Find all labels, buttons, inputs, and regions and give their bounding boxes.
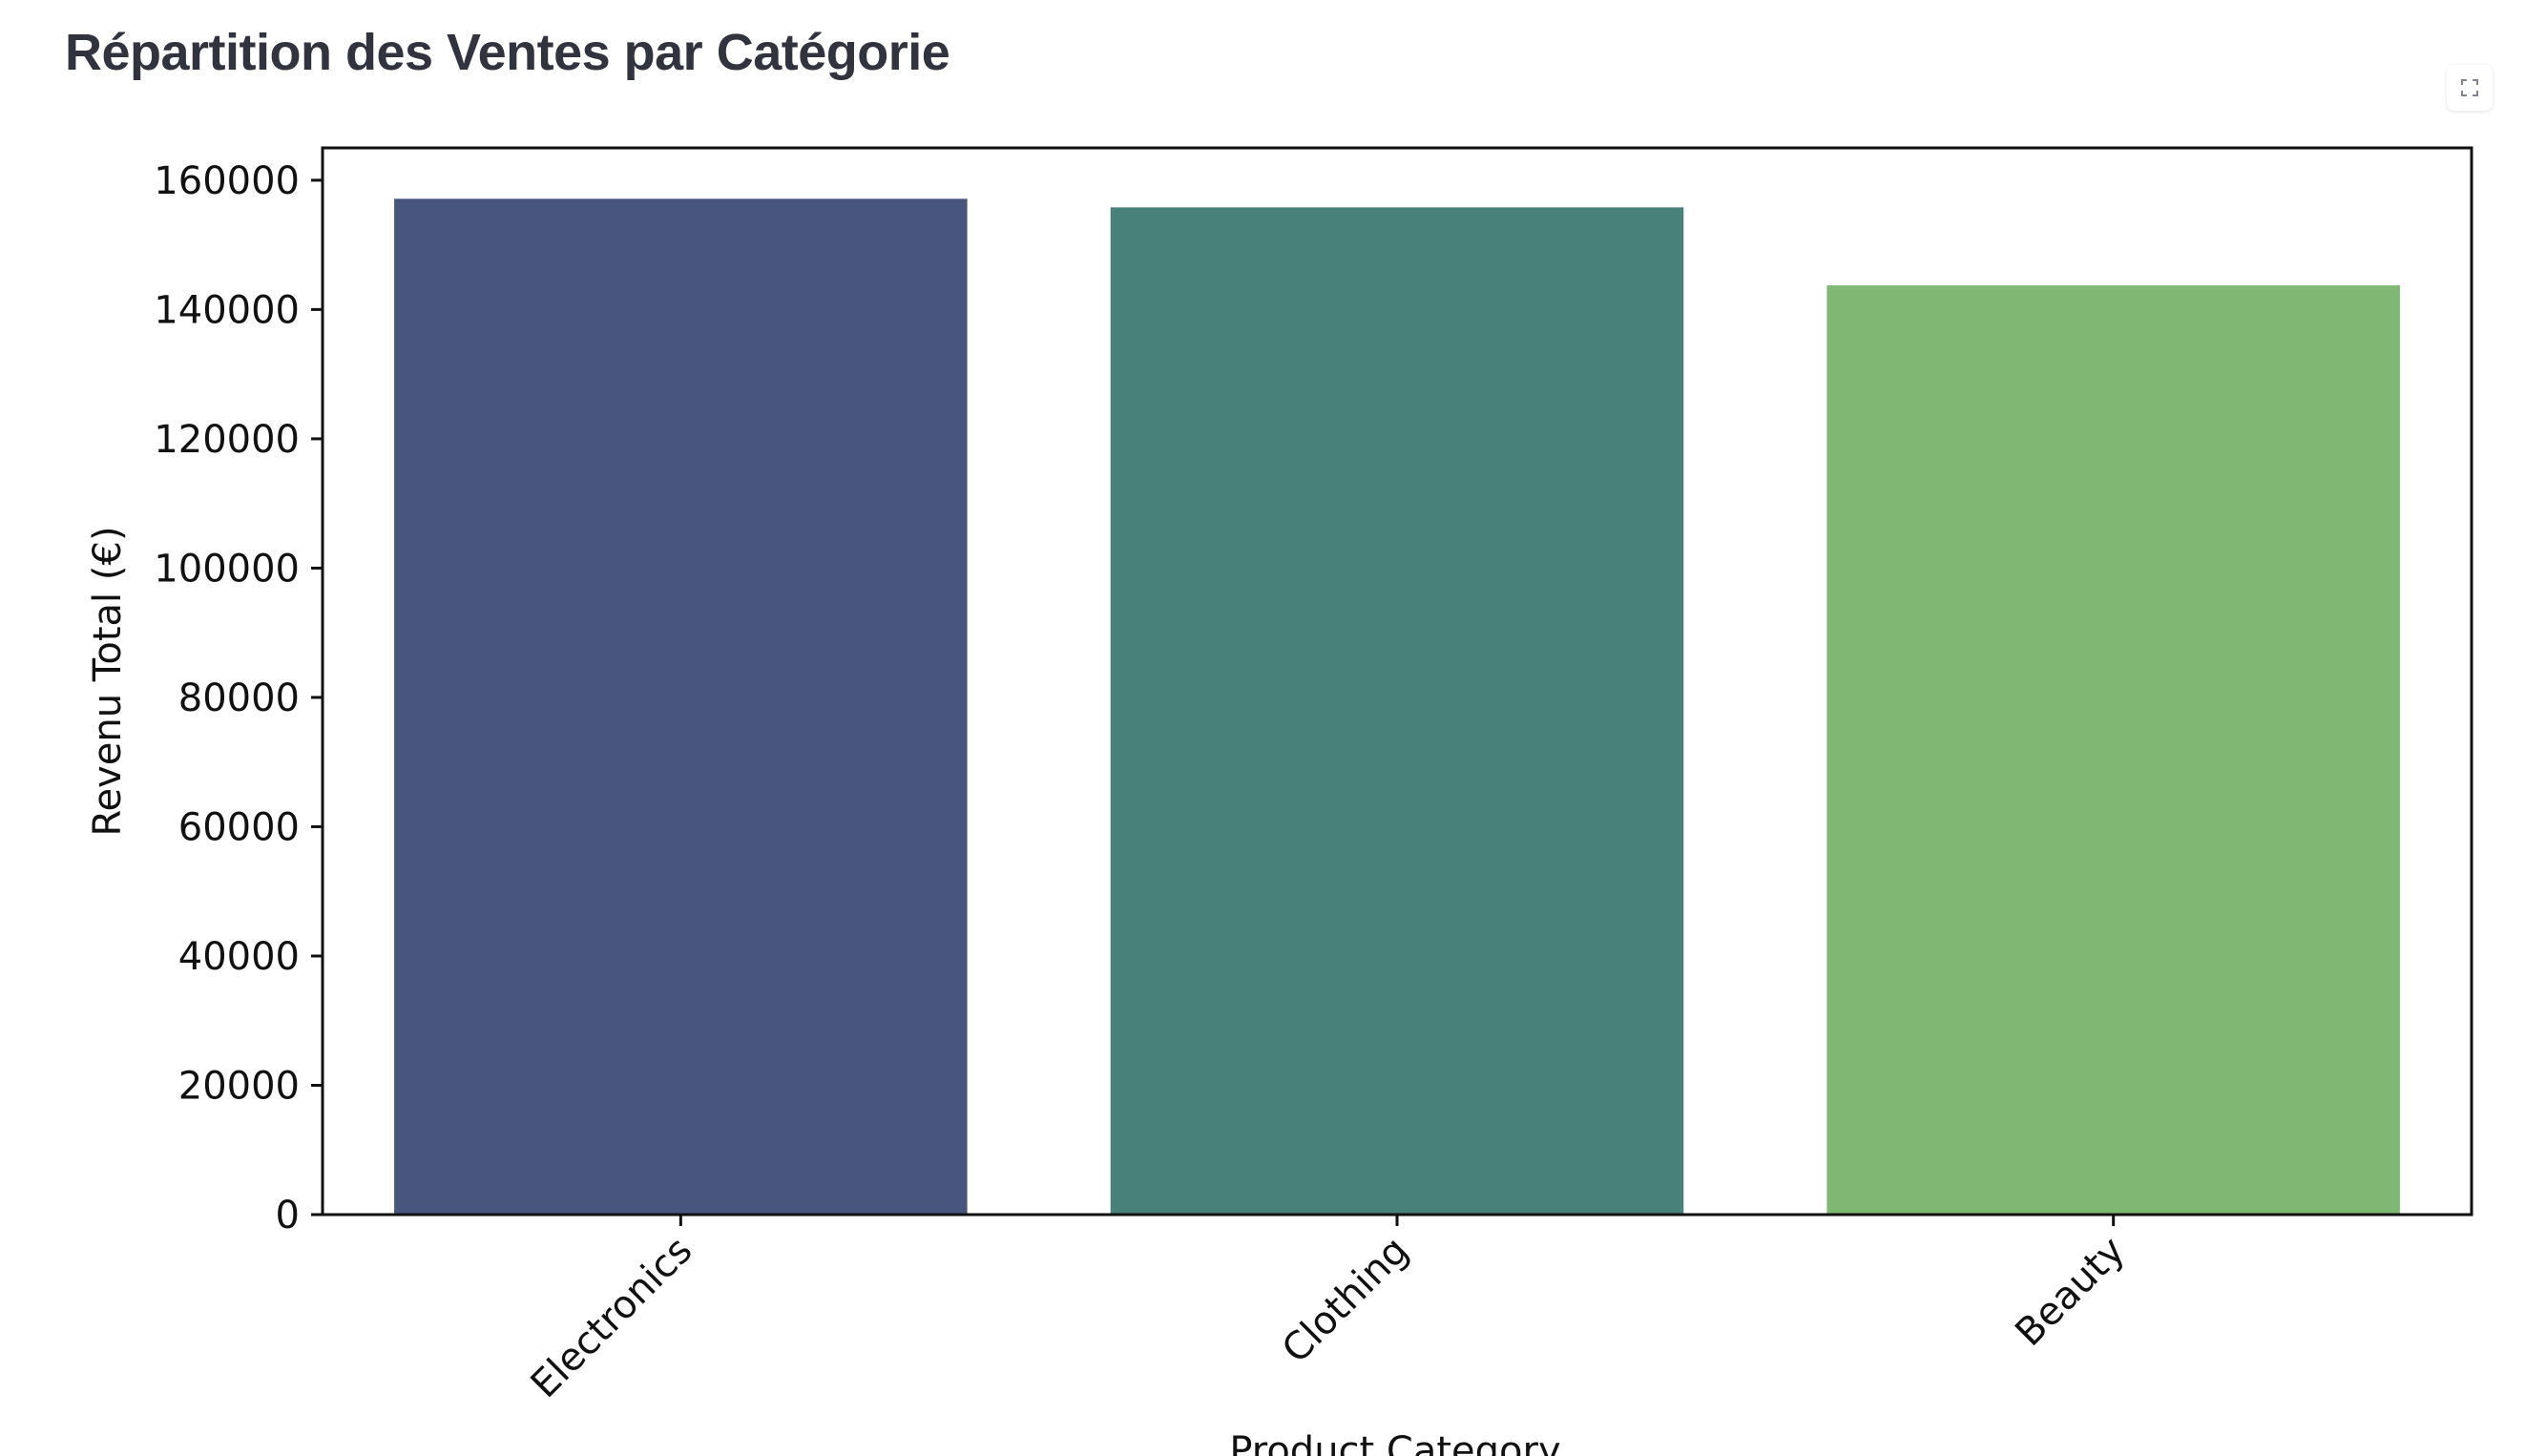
- y-axis-label: Revenu Total (€): [86, 526, 130, 836]
- y-tick-label: 100000: [154, 547, 300, 591]
- bar-electronics: [394, 198, 968, 1214]
- y-tick-label: 160000: [154, 159, 300, 203]
- y-tick-label: 80000: [178, 676, 300, 720]
- x-axis-label: Product Category: [1229, 1429, 1560, 1456]
- x-tick-label: Clothing: [1274, 1229, 1417, 1372]
- bar-beauty: [1826, 285, 2400, 1214]
- x-tick-label: Electronics: [523, 1229, 701, 1407]
- y-tick-label: 60000: [178, 805, 300, 849]
- y-tick-label: 40000: [178, 935, 300, 979]
- y-tick-label: 140000: [154, 288, 300, 332]
- expand-icon: [2461, 79, 2478, 96]
- y-tick-label: 0: [276, 1194, 300, 1238]
- page-title: Répartition des Ventes par Catégorie: [65, 24, 950, 81]
- y-tick-label: 20000: [178, 1064, 300, 1108]
- bar-clothing: [1110, 207, 1684, 1214]
- x-tick-label: Beauty: [2007, 1229, 2133, 1355]
- y-tick-label: 120000: [154, 418, 300, 462]
- fullscreen-button[interactable]: [2447, 65, 2493, 111]
